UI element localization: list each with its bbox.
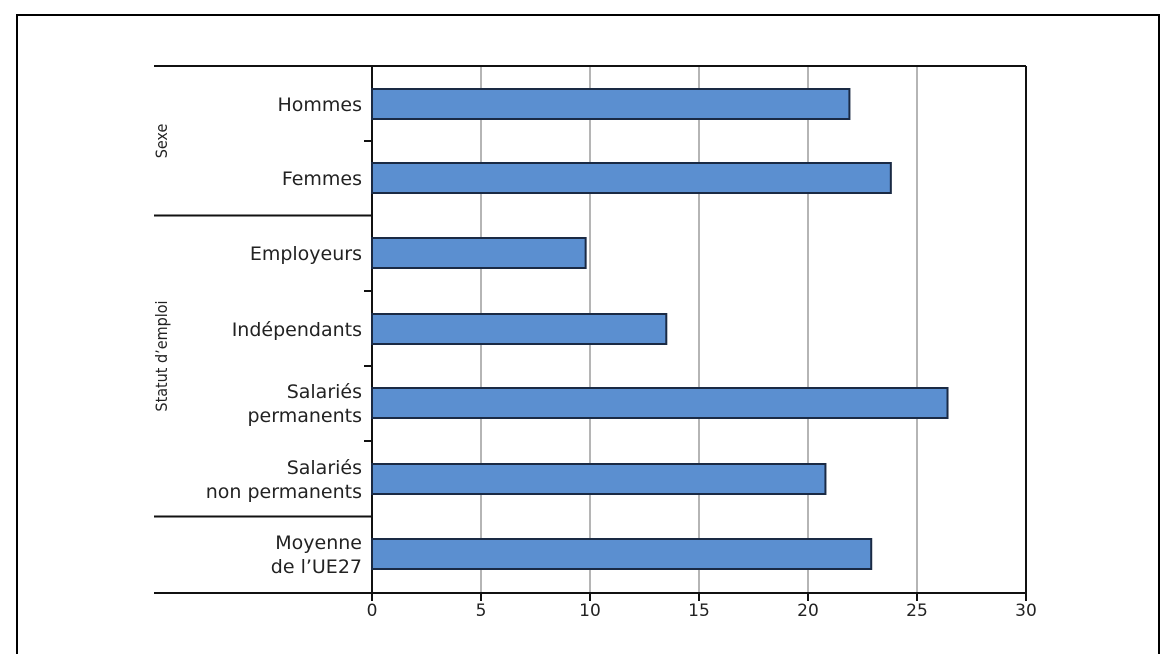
bar — [371, 88, 851, 120]
category-label: permanents — [247, 405, 362, 427]
bar — [371, 387, 949, 419]
group-label: Sexe — [152, 124, 171, 159]
category-label: Hommes — [277, 94, 362, 116]
group-label: Statut d’emploi — [152, 300, 171, 411]
x-tick-label: 0 — [367, 601, 378, 621]
category-label: Indépendants — [232, 319, 362, 341]
category-label: Salariés — [287, 381, 362, 403]
bar — [371, 463, 827, 495]
x-tick-label: 5 — [476, 601, 487, 621]
category-label: non permanents — [206, 481, 362, 503]
x-tick-label: 30 — [1015, 601, 1037, 621]
bar — [371, 237, 587, 269]
category-label: Moyenne — [275, 532, 362, 554]
x-tick-label: 20 — [797, 601, 819, 621]
x-tick-label: 25 — [906, 601, 928, 621]
category-label: Salariés — [287, 457, 362, 479]
x-tick-label: 10 — [579, 601, 601, 621]
category-label: Employeurs — [250, 243, 362, 265]
bar — [371, 313, 668, 345]
category-label: Femmes — [282, 168, 362, 190]
x-tick-label: 15 — [688, 601, 710, 621]
bar — [371, 538, 873, 570]
bar — [371, 162, 892, 194]
category-label: de l’UE27 — [271, 556, 362, 578]
chart-frame — [16, 14, 1160, 654]
